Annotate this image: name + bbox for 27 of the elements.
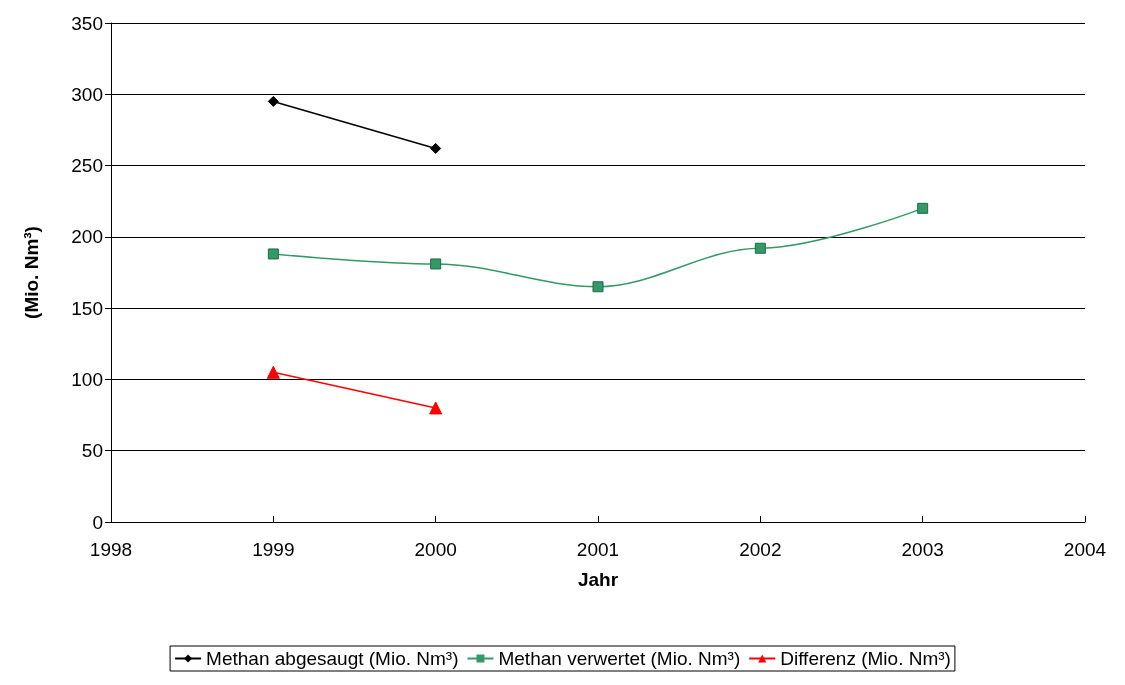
x-axis-title: Jahr [577, 569, 619, 590]
point [430, 142, 442, 154]
y-tick-label: 200 [71, 226, 103, 248]
legend-label: Differenz (Mio. Nm³) [780, 648, 951, 669]
x-tick-label: 2003 [901, 539, 944, 560]
y-tick-label: 100 [71, 368, 103, 390]
x-tick-label: 2004 [1063, 539, 1107, 560]
y-tick-label: 0 [92, 511, 103, 533]
legend-label: Methan abgesaugt (Mio. Nm³) [206, 648, 459, 669]
point [754, 242, 766, 254]
x-tick-label: 1999 [252, 539, 295, 560]
y-tick-label: 250 [71, 155, 103, 177]
point [267, 95, 279, 107]
legend-label: Methan verwertet (Mio. Nm³) [498, 648, 741, 669]
point [267, 248, 279, 260]
x-tick-label: 2002 [739, 539, 782, 560]
y-tick-label: 350 [71, 12, 103, 34]
y-tick-label: 300 [71, 83, 103, 105]
y-tick-label: 150 [71, 297, 103, 319]
y-axis-title: (Mio. Nm³) [21, 226, 42, 319]
x-tick-label: 2000 [414, 539, 457, 560]
x-tick-label: 2001 [576, 539, 620, 560]
x-tick-label: 1998 [89, 539, 133, 560]
y-tick-label: 50 [81, 440, 103, 462]
point [917, 202, 929, 214]
point [430, 258, 442, 270]
point [592, 281, 604, 293]
